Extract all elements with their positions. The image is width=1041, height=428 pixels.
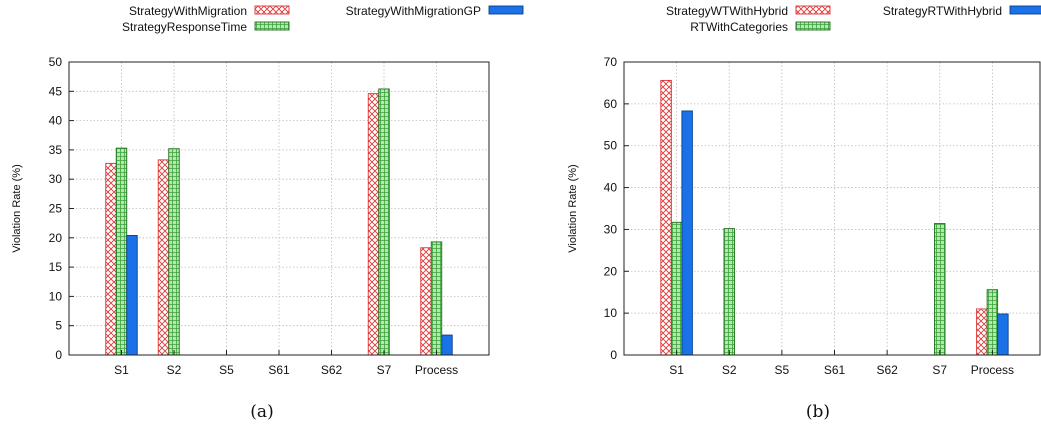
y-tick-label: 0 [55,348,62,362]
y-tick-label: 45 [49,84,63,98]
y-tick-label: 30 [604,222,618,236]
x-tick-label: Process [415,363,458,377]
bar-StrategyResponseTime-S2 [168,148,180,356]
legend-swatch [254,21,290,31]
legend-swatch [795,21,831,31]
legend-swatch [488,5,524,15]
legend-swatch [1009,5,1041,15]
y-tick-label: 70 [604,55,618,69]
y-tick-label: 20 [49,231,63,245]
legend-label: RTWithCategories [690,20,788,34]
bar-StrategyRTWithHybrid-Process [997,313,1009,356]
bar-StrategyWithMigrationGP-Process [441,334,453,356]
bar-RTWithCategories-S7 [934,223,946,356]
y-tick-label: 5 [55,319,62,333]
x-tick-label: S5 [219,363,234,377]
bar-StrategyWTWithHybrid-Process [976,308,988,356]
chart-a: 0 5 10 15 20 25 30 35 40 45 50 S1 S2 S5 S61 S62 S7 Proces… [11,4,524,377]
caption-b: (b) [806,402,830,422]
y-tick-label: 25 [49,202,63,216]
bar-StrategyResponseTime-Process [430,241,443,356]
plot-frame [68,61,490,356]
y-tick-label: 40 [604,181,618,195]
legend-swatch [254,5,290,15]
x-tick-label: S2 [167,363,182,377]
y-tick-label: 0 [610,348,617,362]
bar-StrategyWithMigration-Process [420,247,432,356]
x-tick-label: S62 [321,363,343,377]
chart-b: 0 10 20 30 40 50 60 70 S1 S2 S5 S61 S62 S7 Process Viol… [567,4,1041,377]
y-tick-label: 30 [49,172,63,186]
x-tick-label: S1 [114,363,129,377]
bar-StrategyRTWithHybrid-S1 [681,110,693,356]
x-tick-label: S61 [824,363,846,377]
x-tick-label: S7 [932,363,947,377]
bar-StrategyWithMigration-S7 [367,93,380,356]
y-tick-label: 15 [49,260,63,274]
y-tick-label: 50 [604,139,618,153]
x-tick-label: S5 [775,363,790,377]
y-tick-label: 35 [49,143,63,157]
y-tick-label: 60 [604,97,618,111]
legend-label: StrategyWTWithHybrid [666,4,788,18]
y-tick-label: 10 [604,306,618,320]
x-tick-label: S62 [876,363,898,377]
bar-StrategyResponseTime-S1 [115,147,128,356]
x-tick-label: S2 [722,363,737,377]
y-tick-label: 20 [604,264,618,278]
legend-swatch [795,5,831,15]
legend-label: StrategyResponseTime [122,20,247,34]
caption-a: (a) [250,402,273,422]
bar-StrategyWithMigration-S2 [157,159,170,356]
bar-RTWithCategories-S2 [723,228,735,356]
legend-label: StrategyWithMigrationGP [346,4,481,18]
x-tick-label: S61 [268,363,290,377]
bar-RTWithCategories-S1 [670,221,683,356]
x-tick-label: S7 [377,363,392,377]
y-tick-label: 40 [49,114,63,128]
y-tick-label: 50 [49,55,63,69]
x-tick-label: S1 [669,363,684,377]
x-tick-label: Process [971,363,1014,377]
y-axis-label: Violation Rate (%) [11,164,23,252]
bar-StrategyWithMigration-S1 [105,162,117,356]
plot-frame [623,61,1041,356]
y-axis-label: Violation Rate (%) [567,164,579,252]
bar-RTWithCategories-Process [986,289,999,356]
bar-StrategyWithMigrationGP-S1 [126,235,138,356]
legend-label: StrategyRTWithHybrid [883,4,1002,18]
bar-StrategyResponseTime-S7 [378,88,390,356]
legend-label: StrategyWithMigration [129,4,247,18]
y-tick-label: 10 [49,289,63,303]
bar-StrategyWTWithHybrid-S1 [660,79,672,356]
